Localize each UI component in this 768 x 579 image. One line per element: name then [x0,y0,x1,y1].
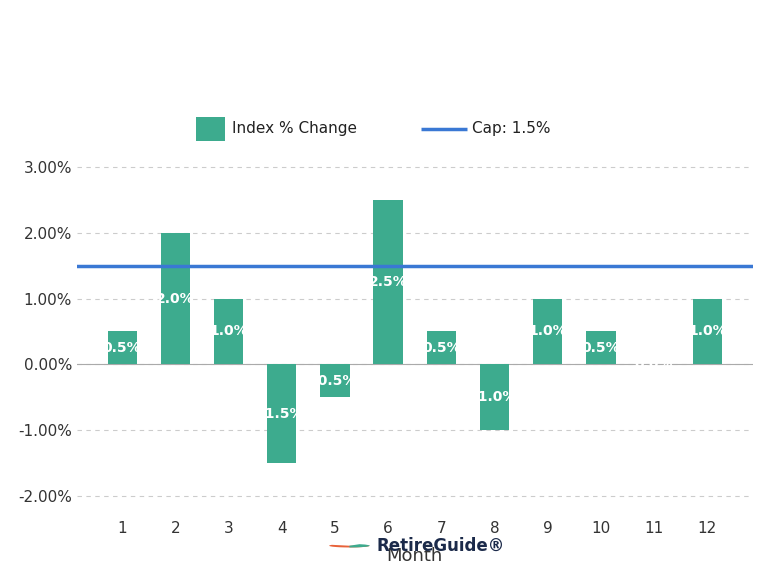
Text: 0.5%: 0.5% [422,341,461,355]
Text: Index % Change: Index % Change [232,122,357,136]
Bar [108,331,137,364]
Text: -1.0%: -1.0% [472,390,517,404]
Text: 0.0%: 0.0% [635,357,674,371]
Text: -1.5%: -1.5% [260,406,304,421]
Text: RetireGuide®: RetireGuide® [376,537,505,555]
Bar [533,299,562,364]
Text: (Monthly Cap: 1.5%): (Monthly Cap: 1.5%) [281,74,487,93]
Bar [320,364,349,397]
Wedge shape [349,544,369,548]
Bar [373,200,402,364]
Wedge shape [329,545,369,548]
Bar [586,331,615,364]
Bar [693,299,722,364]
Bar [427,331,456,364]
Bar [214,299,243,364]
Text: Monthly Sum: Monthly Sum [276,25,492,54]
Text: 1.0%: 1.0% [209,324,248,339]
Text: 0.5%: 0.5% [103,341,141,355]
Text: 2.5%: 2.5% [369,275,408,289]
Bar [480,364,509,430]
Bar [267,364,296,463]
Text: 1.0%: 1.0% [528,324,567,339]
Text: 2.0%: 2.0% [156,292,194,306]
Text: Cap: 1.5%: Cap: 1.5% [472,122,551,136]
Text: 1.0%: 1.0% [688,324,727,339]
Text: -0.5%: -0.5% [313,374,357,388]
Bar [161,233,190,364]
FancyBboxPatch shape [196,117,225,141]
X-axis label: Month: Month [386,547,443,565]
Text: 0.5%: 0.5% [581,341,621,355]
